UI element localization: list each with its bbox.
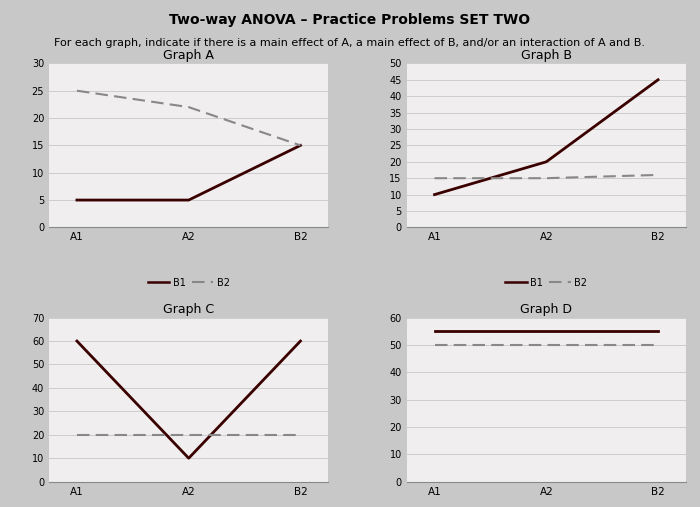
Legend: B1, B2: B1, B2: [501, 274, 592, 292]
Title: Graph B: Graph B: [521, 49, 572, 62]
Title: Graph D: Graph D: [520, 304, 573, 316]
Text: Two-way ANOVA – Practice Problems SET TWO: Two-way ANOVA – Practice Problems SET TW…: [169, 13, 531, 27]
Legend: B1, B2: B1, B2: [144, 274, 234, 292]
Text: For each graph, indicate if there is a main effect of A, a main effect of B, and: For each graph, indicate if there is a m…: [55, 38, 645, 48]
Title: Graph A: Graph A: [163, 49, 214, 62]
Title: Graph C: Graph C: [163, 304, 214, 316]
